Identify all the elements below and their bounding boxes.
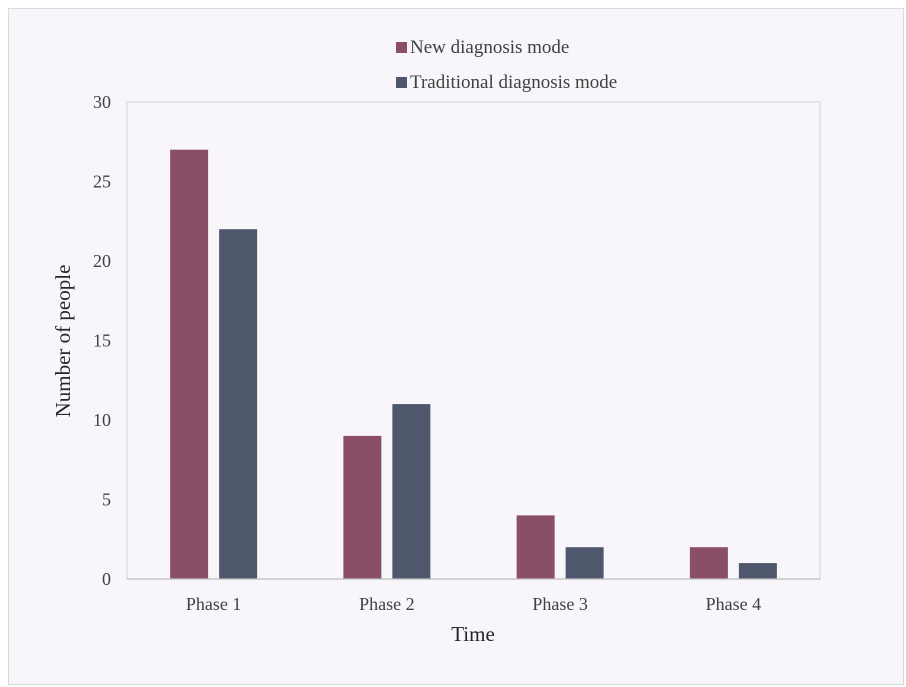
- legend-label-traditional: Traditional diagnosis mode: [410, 72, 617, 93]
- bar-phase-4-series-1: [738, 563, 777, 579]
- legend-swatch-new: [396, 42, 407, 53]
- legend: New diagnosis mode Traditional diagnosis…: [396, 37, 617, 93]
- bar-phase-3-series-1: [565, 547, 604, 579]
- bars: [170, 149, 777, 579]
- y-tick-label: 5: [102, 490, 111, 510]
- bar-phase-1-series-0: [170, 149, 209, 579]
- y-tick-label: 10: [93, 410, 111, 430]
- y-tick-label: 15: [93, 331, 111, 351]
- legend-swatch-traditional: [396, 77, 407, 88]
- legend-label-new: New diagnosis mode: [410, 37, 569, 58]
- x-tick-label: Phase 1: [186, 594, 242, 614]
- bar-phase-3-series-0: [516, 515, 555, 579]
- x-axis-title: Time: [451, 622, 495, 646]
- x-tick-label: Phase 2: [359, 594, 415, 614]
- x-tick-label: Phase 4: [706, 594, 762, 614]
- x-axis: Phase 1 Phase 2 Phase 3 Phase 4: [186, 594, 761, 614]
- y-tick-label: 25: [93, 172, 111, 192]
- y-tick-label: 0: [102, 569, 111, 589]
- bar-phase-4-series-0: [689, 547, 728, 579]
- y-axis: 0 5 10 15 20 25 30: [93, 92, 111, 589]
- bar-phase-2-series-1: [392, 404, 431, 579]
- y-axis-title: Number of people: [51, 265, 75, 418]
- bar-phase-2-series-0: [343, 435, 382, 579]
- y-tick-label: 20: [93, 251, 111, 271]
- x-tick-label: Phase 3: [532, 594, 588, 614]
- y-tick-label: 30: [93, 92, 111, 112]
- bar-phase-1-series-1: [219, 229, 258, 579]
